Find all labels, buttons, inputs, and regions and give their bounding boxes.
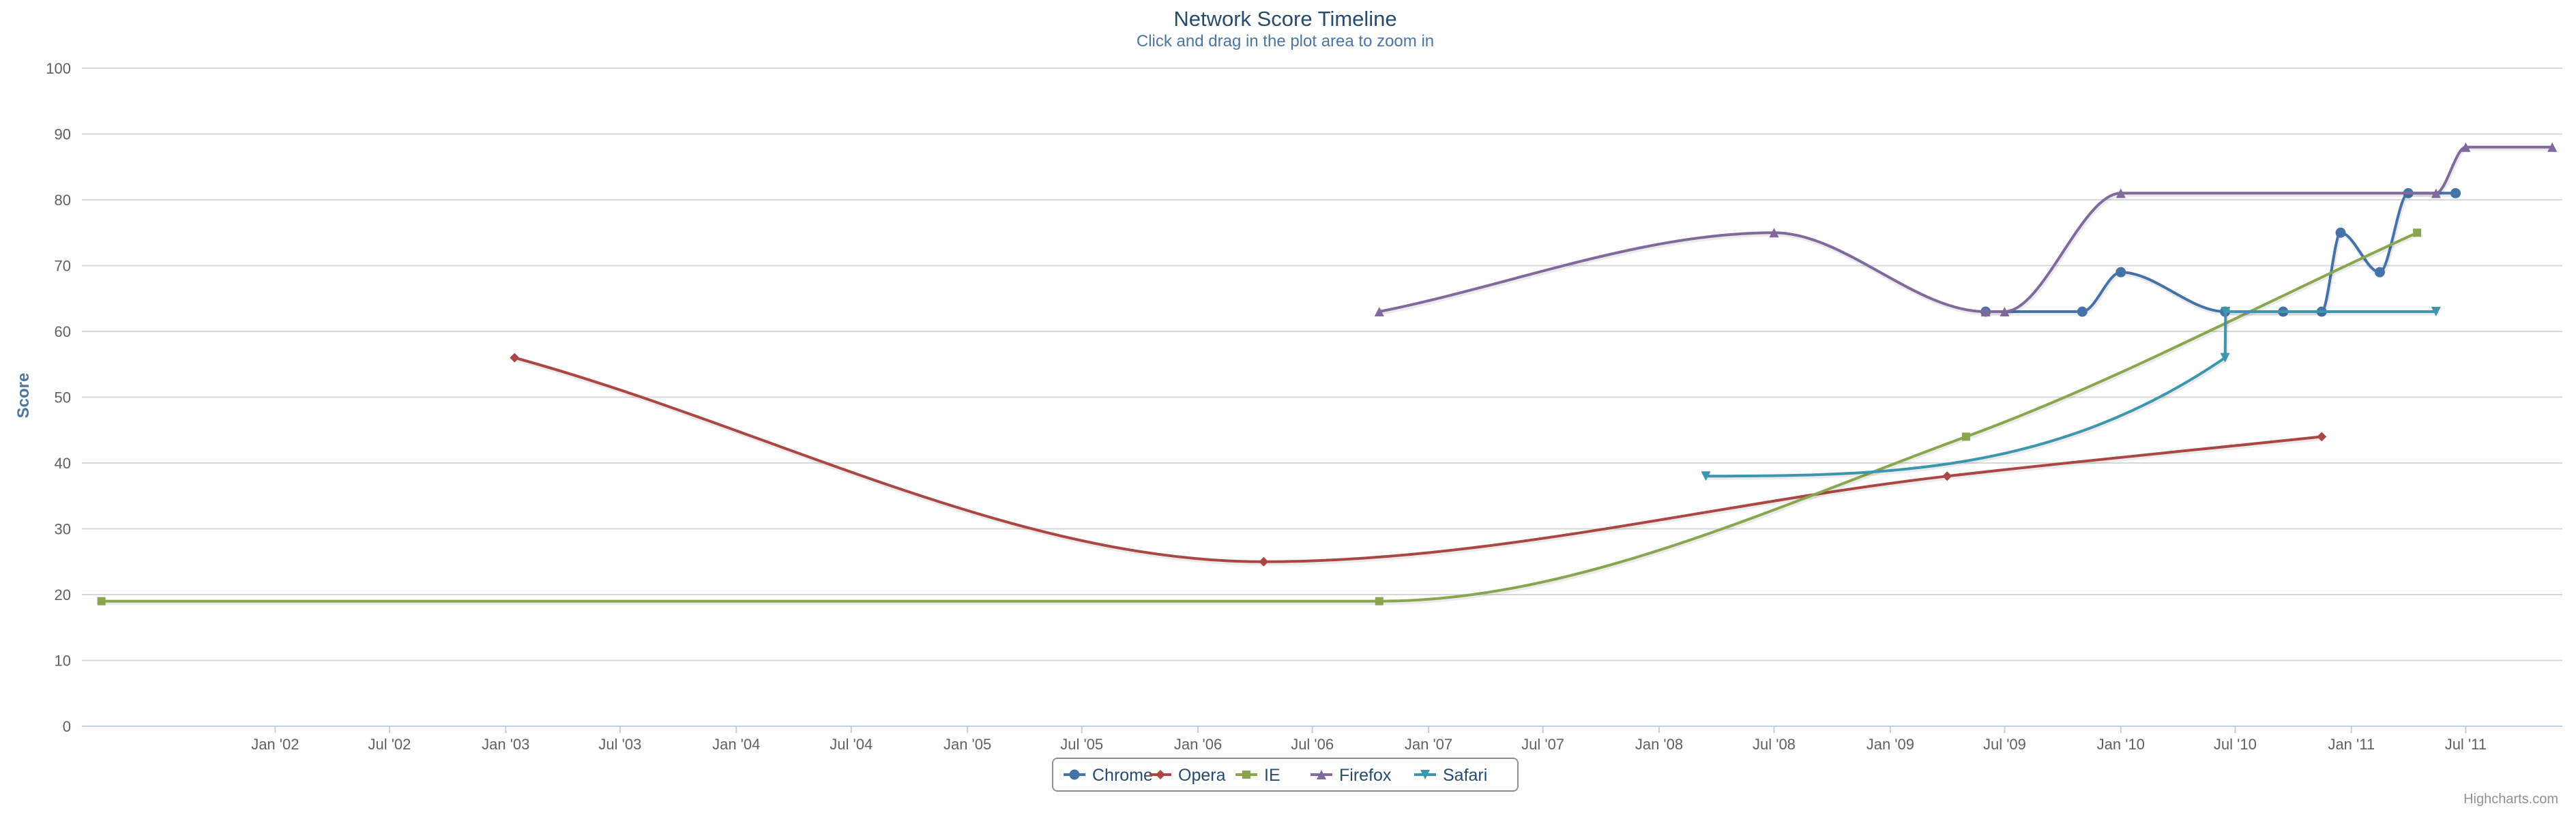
- data-point-firefox[interactable]: [1374, 307, 1384, 317]
- y-tick-label: 50: [55, 389, 71, 406]
- series-firefox[interactable]: [1374, 142, 2558, 317]
- chart-title: Network Score Timeline: [1173, 7, 1396, 31]
- series-ie[interactable]: [97, 228, 2422, 606]
- legend-item-chrome[interactable]: Chrome: [1064, 766, 1153, 785]
- data-point-opera[interactable]: [1259, 556, 1269, 567]
- x-tick-label: Jul '08: [1753, 736, 1796, 753]
- legend-item-firefox[interactable]: Firefox: [1311, 766, 1392, 785]
- grid-lines: [82, 68, 2562, 727]
- x-tick-label: Jan '02: [251, 736, 299, 753]
- data-point-safari[interactable]: [2220, 353, 2230, 363]
- legend-label-ie[interactable]: IE: [1264, 766, 1280, 785]
- x-tick-label: Jan '11: [2328, 736, 2375, 753]
- x-tick-label: Jan '04: [712, 736, 760, 753]
- series-opera[interactable]: [510, 353, 2327, 567]
- data-point-firefox[interactable]: [2431, 188, 2441, 198]
- x-tick-label: Jul '05: [1060, 736, 1103, 753]
- y-tick-label: 100: [46, 60, 71, 77]
- y-tick-label: 40: [55, 455, 71, 472]
- x-tick-label: Jul '11: [2445, 736, 2487, 753]
- y-tick-label: 60: [55, 323, 71, 340]
- data-point-chrome[interactable]: [2450, 188, 2461, 198]
- series-line-opera[interactable]: [514, 356, 2322, 563]
- x-tick-label: Jul '03: [598, 736, 641, 753]
- legend[interactable]: Chrome Opera IE Firefox Safari: [1052, 758, 1519, 792]
- y-tick-label: 80: [55, 192, 71, 209]
- x-tick-label: Jul '06: [1291, 736, 1334, 753]
- series-line-ie[interactable]: [101, 231, 2418, 603]
- x-tick-label: Jan '03: [482, 736, 529, 753]
- data-point-safari[interactable]: [2431, 307, 2441, 317]
- legend-label-chrome[interactable]: Chrome: [1092, 766, 1153, 785]
- legend-item-ie[interactable]: IE: [1235, 766, 1280, 785]
- data-point-firefox[interactable]: [1980, 307, 1991, 317]
- data-point-opera[interactable]: [1942, 471, 1952, 481]
- y-tick-label: 20: [55, 586, 71, 603]
- data-point-opera[interactable]: [2317, 432, 2327, 442]
- x-tick-label: Jul '10: [2214, 736, 2257, 753]
- series-plot-area[interactable]: [97, 142, 2558, 606]
- legend-label-firefox[interactable]: Firefox: [1339, 766, 1392, 785]
- data-point-chrome[interactable]: [2335, 227, 2346, 238]
- data-point-firefox[interactable]: [2116, 188, 2126, 198]
- data-point-chrome[interactable]: [2374, 267, 2385, 278]
- y-axis-title: Score: [14, 373, 33, 419]
- legend-marker-chrome[interactable]: [1069, 769, 1080, 780]
- x-axis: Jan '02 Jul '02 Jan '03 Jul '03 Jan '04 Jul '…: [82, 726, 2562, 753]
- data-point-ie[interactable]: [1375, 597, 1384, 606]
- x-tick-label: Jan '10: [2097, 736, 2145, 753]
- data-point-chrome[interactable]: [2116, 267, 2126, 278]
- data-point-opera[interactable]: [510, 353, 520, 363]
- x-tick-label: Jul '07: [1521, 736, 1564, 753]
- x-tick-label: Jul '09: [1983, 736, 2026, 753]
- legend-item-safari[interactable]: Safari: [1414, 766, 1487, 785]
- x-tick-label: Jan '05: [943, 736, 991, 753]
- x-tick-label: Jan '09: [1867, 736, 1914, 753]
- x-tick-label: Jul '04: [830, 736, 873, 753]
- legend-marker-ie[interactable]: [1242, 771, 1250, 779]
- y-tick-label: 70: [55, 258, 71, 275]
- data-point-safari[interactable]: [2221, 307, 2231, 317]
- legend-marker-opera[interactable]: [1156, 770, 1165, 779]
- data-point-firefox[interactable]: [2461, 142, 2471, 152]
- data-point-firefox[interactable]: [2547, 142, 2558, 152]
- y-axis: 0 10 20 30 40 50 60 70 80 90 100: [46, 60, 71, 735]
- y-tick-label: 0: [63, 718, 71, 735]
- legend-marker-firefox[interactable]: [1317, 770, 1326, 779]
- series-line-firefox[interactable]: [1379, 145, 2553, 314]
- x-tick-label: Jul '02: [368, 736, 411, 753]
- x-tick-label: Jan '06: [1174, 736, 1222, 753]
- data-point-ie[interactable]: [97, 597, 106, 606]
- y-tick-label: 30: [55, 521, 71, 538]
- credits-link[interactable]: Highcharts.com: [2463, 792, 2558, 807]
- data-point-ie[interactable]: [1961, 432, 1970, 441]
- x-tick-label: Jan '08: [1635, 736, 1683, 753]
- data-point-chrome[interactable]: [2077, 306, 2088, 317]
- data-point-firefox[interactable]: [2000, 307, 2010, 317]
- legend-box: [1052, 758, 1519, 792]
- series-safari[interactable]: [1701, 307, 2441, 481]
- legend-item-opera[interactable]: Opera: [1150, 766, 1226, 785]
- x-tick-label: Jan '07: [1405, 736, 1452, 753]
- y-tick-label: 90: [55, 126, 71, 143]
- legend-label-opera[interactable]: Opera: [1178, 766, 1226, 785]
- data-point-ie[interactable]: [2413, 228, 2422, 237]
- chart-subtitle: Click and drag in the plot area to zoom …: [1137, 32, 1434, 50]
- legend-marker-safari[interactable]: [1420, 770, 1430, 779]
- legend-label-safari[interactable]: Safari: [1443, 766, 1487, 785]
- data-point-safari[interactable]: [1701, 471, 1711, 481]
- y-tick-label: 10: [55, 653, 71, 670]
- data-point-firefox[interactable]: [1769, 228, 1779, 238]
